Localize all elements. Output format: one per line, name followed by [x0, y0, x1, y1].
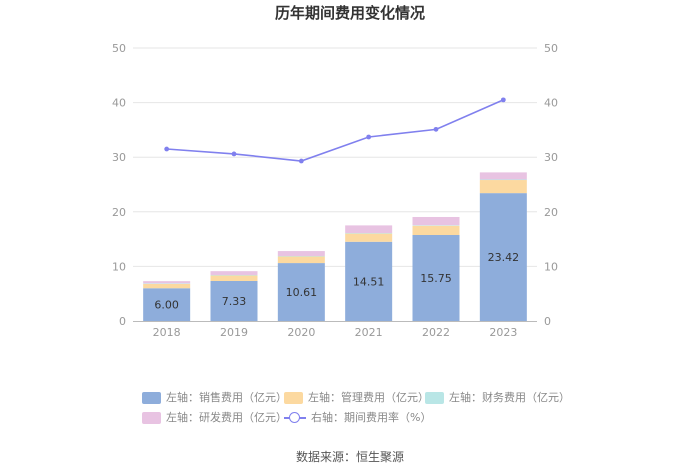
y-right-tick-50: 50 [544, 42, 558, 55]
bar-s3-2021 [345, 225, 393, 234]
x-tick-2021: 2021 [355, 326, 383, 339]
bar-s3-2018 [143, 281, 191, 284]
gridlines [133, 47, 537, 267]
rate-point-2022 [433, 126, 439, 132]
bar-s3-2022 [412, 216, 460, 226]
legend-swatch-rnd [142, 412, 161, 424]
legend-swatch-finance [425, 392, 444, 404]
line-series [164, 97, 506, 164]
y-left-tick-0: 0 [119, 315, 126, 328]
bar-label-2018: 6.00 [154, 299, 179, 312]
bar-series [143, 172, 527, 321]
x-tick-2020: 2020 [287, 326, 315, 339]
rate-point-2019 [231, 151, 237, 157]
x-tick-2022: 2022 [422, 326, 450, 339]
y-left-tick-10: 10 [112, 260, 126, 273]
y-axis-left: 0 10 20 30 40 50 [112, 42, 126, 328]
legend-label-rnd: 左轴：研发费用（亿元） [166, 411, 287, 424]
bar-label-2019: 7.33 [222, 295, 247, 308]
y-right-tick-20: 20 [544, 206, 558, 219]
bar-s1-2022 [412, 225, 460, 236]
bar-s0-2021 [345, 241, 393, 321]
legend-swatch-sales [142, 392, 161, 404]
legend-label-finance: 左轴：财务费用（亿元） [449, 391, 570, 404]
bar-s2-2021 [345, 233, 393, 234]
legend-item-admin[interactable]: 左轴：管理费用（亿元） [284, 390, 429, 406]
y-right-tick-30: 30 [544, 151, 558, 164]
rate-point-2018 [164, 146, 170, 152]
bar-label-2020: 10.61 [286, 286, 318, 299]
rate-line [166, 99, 504, 162]
legend-item-rnd[interactable]: 左轴：研发费用（亿元） [142, 410, 287, 426]
bar-s0-2020 [277, 263, 325, 321]
bar-s3-2023 [479, 172, 527, 180]
bar-s1-2020 [277, 256, 325, 264]
bar-s1-2019 [210, 275, 258, 281]
bar-s1-2023 [479, 180, 527, 194]
y-left-tick-40: 40 [112, 97, 126, 110]
y-left-tick-30: 30 [112, 151, 126, 164]
rate-point-2023 [500, 97, 506, 103]
x-tick-2018: 2018 [153, 326, 181, 339]
bar-s0-2018 [143, 288, 191, 321]
bar-s2-2022 [412, 225, 460, 226]
legend-item-finance[interactable]: 左轴：财务费用（亿元） [425, 390, 570, 406]
y-left-tick-50: 50 [112, 42, 126, 55]
legend-label-sales: 左轴：销售费用（亿元） [166, 391, 287, 404]
x-tick-2023: 2023 [489, 326, 517, 339]
bar-s1-2018 [143, 283, 191, 289]
bar-s3-2020 [277, 251, 325, 256]
y-axis-right: 0 10 20 30 40 50 [544, 42, 558, 328]
y-right-tick-40: 40 [544, 97, 558, 110]
rate-point-2020 [298, 158, 304, 164]
legend-swatch-rate [284, 412, 306, 424]
x-axis: 2018 2019 2020 2021 2022 2023 [133, 321, 537, 339]
legend-label-rate: 右轴：期间费用率（%） [311, 411, 432, 424]
rate-point-2021 [366, 134, 372, 140]
y-left-tick-20: 20 [112, 206, 126, 219]
bar-s2-2020 [277, 255, 325, 257]
source-text: 数据来源：恒生聚源 [295, 450, 404, 464]
legend-item-sales[interactable]: 左轴：销售费用（亿元） [142, 390, 287, 406]
bar-s0-2023 [479, 193, 527, 321]
bar-labels: 6.00 7.33 10.61 14.51 15.75 23.42 [154, 251, 519, 312]
bar-s1-2021 [345, 233, 393, 242]
bar-s0-2022 [412, 235, 460, 321]
x-tick-2019: 2019 [220, 326, 248, 339]
y-right-tick-0: 0 [544, 315, 551, 328]
bar-s2-2019 [210, 274, 258, 276]
chart-title: 历年期间费用变化情况 [275, 4, 425, 22]
bar-s2-2023 [479, 179, 527, 181]
bar-s2-2018 [143, 283, 191, 284]
y-right-tick-10: 10 [544, 260, 558, 273]
bar-label-2021: 14.51 [353, 275, 385, 288]
legend-item-rate[interactable]: 右轴：期间费用率（%） [284, 410, 431, 426]
bar-label-2022: 15.75 [420, 272, 452, 285]
bar-s0-2019 [210, 280, 258, 321]
legend-swatch-admin [284, 392, 303, 404]
bar-s3-2019 [210, 271, 258, 275]
bar-label-2023: 23.42 [488, 251, 520, 264]
legend-label-admin: 左轴：管理费用（亿元） [308, 391, 429, 404]
